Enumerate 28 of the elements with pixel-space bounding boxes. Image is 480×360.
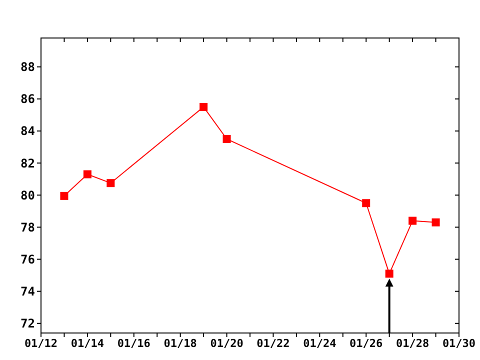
point	[106, 179, 115, 188]
x-tick-label: 01/14	[70, 336, 104, 350]
point	[60, 192, 68, 200]
point	[222, 135, 231, 144]
point	[83, 170, 92, 178]
x-tick-label: 01/22	[256, 336, 290, 350]
point	[362, 199, 370, 208]
y-tick-label: 88	[20, 60, 35, 74]
x-tick-label: 01/24	[303, 336, 337, 350]
x-tick-label: 01/18	[164, 336, 197, 350]
y-tick-label: 78	[20, 220, 35, 234]
point	[200, 102, 208, 111]
x-tick-label: 01/12	[24, 336, 58, 350]
x-tick-label: 01/26	[350, 336, 384, 350]
y-tick-label: 82	[20, 156, 35, 170]
y-tick-label: 72	[20, 316, 35, 331]
point	[408, 216, 417, 225]
y-tick-label: 76	[20, 252, 35, 267]
x-tick-label: 01/30	[442, 336, 476, 350]
x-tick-label: 01/20	[210, 336, 244, 350]
x-tick-label: 01/16	[117, 336, 151, 350]
x-tick-label: 01/28	[396, 336, 430, 350]
y-tick-label: 80	[20, 188, 35, 202]
point	[432, 218, 440, 226]
y-tick-label: 84	[20, 124, 35, 138]
point	[385, 270, 394, 278]
y-tick-label: 74	[20, 284, 35, 299]
y-tick-label: 86	[20, 92, 35, 106]
